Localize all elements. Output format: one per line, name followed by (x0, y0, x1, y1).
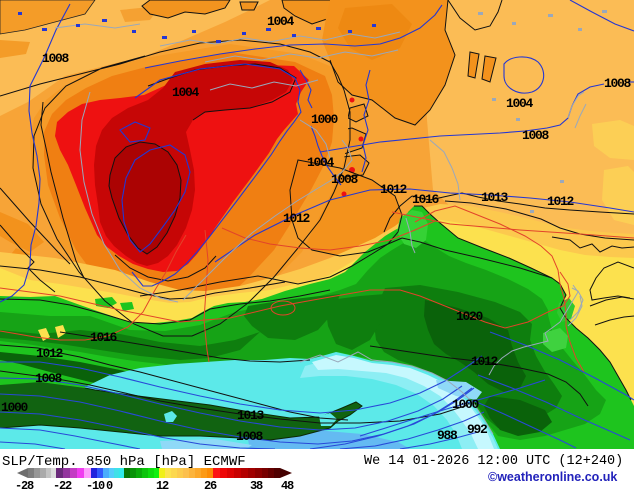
svg-text:1004: 1004 (506, 96, 534, 111)
svg-text:1016: 1016 (412, 192, 440, 207)
svg-text:1012: 1012 (471, 354, 499, 369)
svg-text:1000: 1000 (1, 400, 29, 415)
svg-text:1008: 1008 (236, 429, 264, 444)
svg-text:1004: 1004 (267, 14, 295, 29)
svg-text:1004: 1004 (172, 85, 200, 100)
svg-text:1008: 1008 (42, 51, 70, 66)
svg-text:-28: -28 (15, 479, 34, 490)
svg-text:1008: 1008 (331, 172, 359, 187)
svg-text:38: 38 (250, 479, 263, 490)
svg-text:1008: 1008 (522, 128, 550, 143)
svg-text:-10: -10 (86, 479, 105, 490)
svg-text:1020: 1020 (456, 309, 484, 324)
svg-text:1016: 1016 (90, 330, 118, 345)
svg-text:48: 48 (281, 479, 294, 490)
svg-text:-22: -22 (53, 479, 72, 490)
svg-text:1012: 1012 (380, 182, 408, 197)
svg-text:1000: 1000 (311, 112, 339, 127)
svg-text:1008: 1008 (604, 76, 632, 91)
svg-text:1012: 1012 (547, 194, 575, 209)
svg-text:988: 988 (437, 428, 458, 443)
svg-text:1013: 1013 (481, 190, 509, 205)
svg-text:1008: 1008 (35, 371, 63, 386)
svg-text:1004: 1004 (307, 155, 335, 170)
svg-text:1000: 1000 (452, 397, 480, 412)
svg-text:12: 12 (156, 479, 169, 490)
svg-text:0: 0 (106, 479, 113, 490)
svg-text:26: 26 (204, 479, 217, 490)
svg-text:1012: 1012 (283, 211, 311, 226)
svg-text:992: 992 (467, 422, 488, 437)
svg-text:1012: 1012 (36, 346, 64, 361)
svg-text:1013: 1013 (237, 408, 265, 423)
